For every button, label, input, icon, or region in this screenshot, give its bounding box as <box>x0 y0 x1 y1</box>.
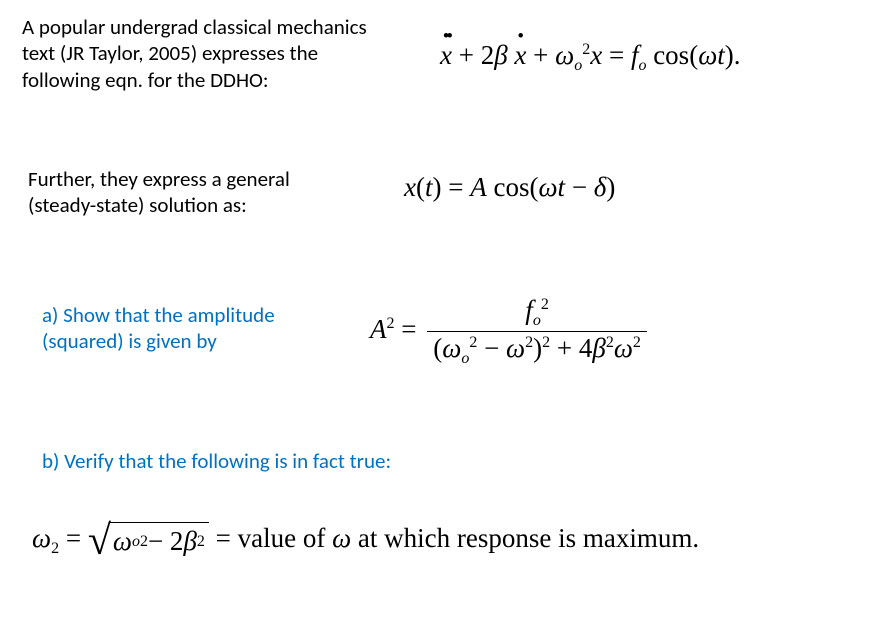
x-dot: •x <box>514 40 526 71</box>
x-double-dot: ••x <box>440 40 452 71</box>
equation-amplitude-squared: A2 = fo2 (ωo2 − ω2)2 + 4β2ω2 <box>370 296 651 367</box>
equation-solution: x(t) = A cos(ωt − δ) <box>404 172 615 203</box>
equation-omega2: ω2 = √ ωo2 − 2β2 = value of ω at which r… <box>32 522 699 560</box>
steady-state-text: Further, they express a general (steady-… <box>28 166 328 219</box>
fraction: fo2 (ωo2 − ω2)2 + 4β2ω2 <box>427 296 647 367</box>
sqrt: √ ωo2 − 2β2 <box>88 522 209 560</box>
part-b-text: b) Verify that the following is in fact … <box>42 448 542 474</box>
intro-text: A popular undergrad classical mechanics … <box>22 14 382 93</box>
equation-ddho: ••x + 2β •x + ωo2x = fo cos(ωt). <box>440 40 741 75</box>
part-a-text: a) Show that the amplitude (squared) is … <box>42 302 312 355</box>
